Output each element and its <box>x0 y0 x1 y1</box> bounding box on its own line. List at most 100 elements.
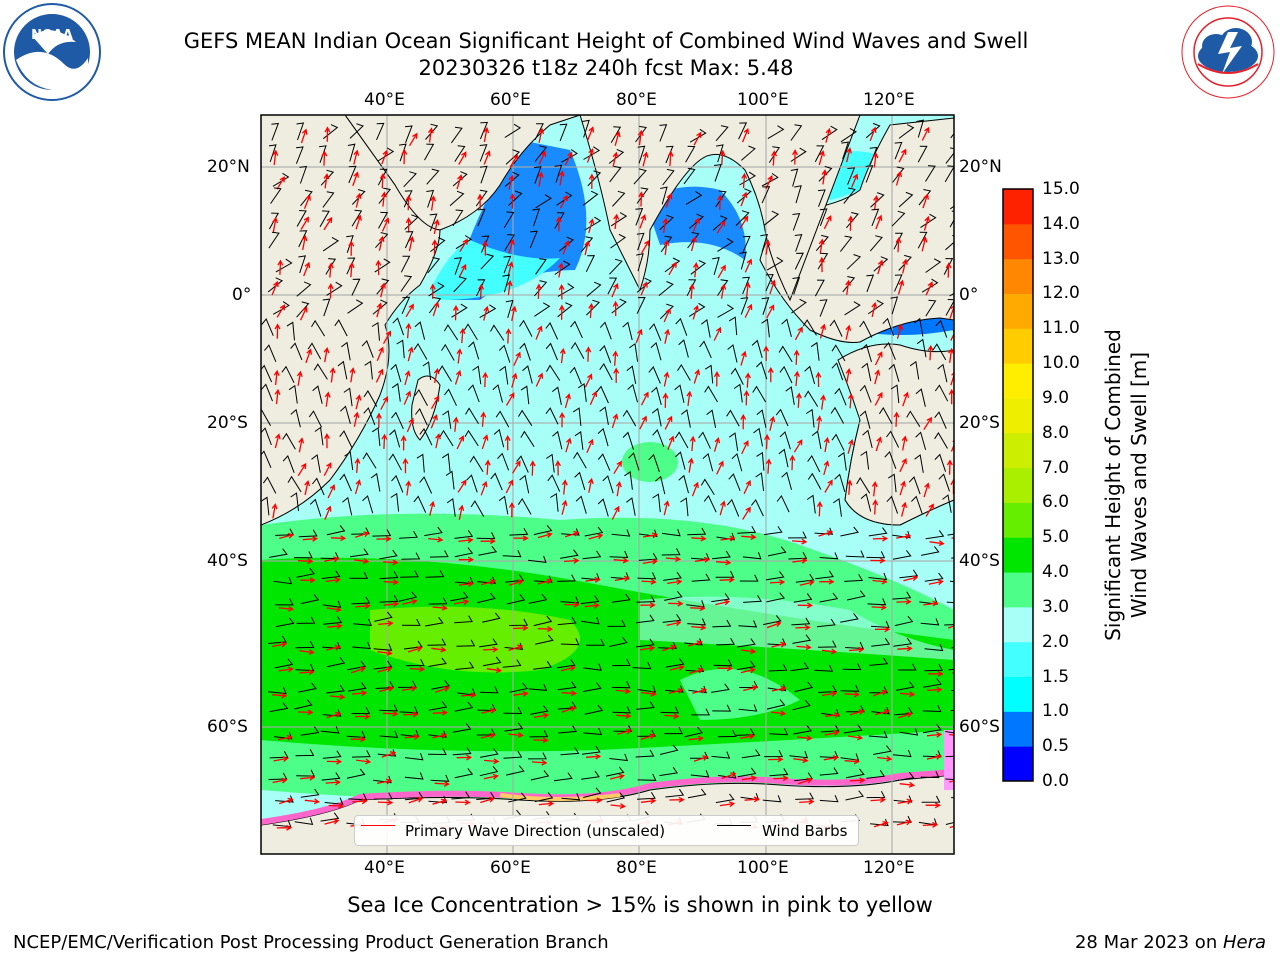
colorbar-tick-label: 15.0 <box>1042 179 1080 199</box>
wind-barb <box>609 753 629 762</box>
wave-direction-arrow <box>430 195 437 211</box>
wave-direction-arrow <box>407 646 423 653</box>
wave-direction-arrow <box>715 599 731 606</box>
wave-direction-arrow <box>640 602 656 609</box>
wind-barb <box>662 168 675 186</box>
wave-direction-arrow <box>324 556 340 563</box>
wind-barb <box>311 454 321 473</box>
wind-barb <box>274 658 294 669</box>
wind-barb <box>762 615 782 626</box>
wind-barb <box>505 149 521 165</box>
wind-barb <box>326 525 346 536</box>
wind-barb <box>560 747 580 756</box>
wave-direction-arrow <box>428 536 444 543</box>
wind-barb <box>635 125 647 143</box>
wind-barb <box>869 657 889 666</box>
wind-barb <box>819 767 839 776</box>
wind-barb <box>795 792 815 800</box>
wind-barb <box>819 208 828 226</box>
wave-direction-arrow <box>686 390 693 406</box>
colorbar-swatch <box>1003 711 1033 747</box>
wind-barb <box>403 171 417 188</box>
wind-barb <box>739 171 756 186</box>
colorbar-swatch <box>1003 467 1033 503</box>
wind-barb <box>678 474 689 494</box>
wind-barb <box>831 433 845 451</box>
wind-barb <box>804 390 819 407</box>
wind-barb <box>502 274 511 293</box>
wave-direction-arrow <box>584 602 600 609</box>
wave-direction-arrow <box>873 195 879 211</box>
wind-barb <box>391 474 404 493</box>
colorbar <box>1002 188 1034 782</box>
wind-barb <box>637 729 656 737</box>
wind-barb <box>741 749 761 759</box>
wind-barb <box>915 431 927 450</box>
wave-direction-arrow <box>741 534 757 540</box>
wind-barb <box>804 365 816 385</box>
wave-direction-arrow <box>431 239 438 255</box>
wave-direction-arrow <box>458 263 467 278</box>
wind-barb <box>273 732 293 740</box>
wind-barb <box>597 427 609 447</box>
wind-barb <box>711 683 730 693</box>
wind-barb <box>767 683 787 692</box>
wind-barb <box>945 731 954 734</box>
wind-barb <box>556 191 573 206</box>
wind-barb <box>469 455 484 473</box>
wind-barb <box>846 768 865 779</box>
wave-direction-arrow <box>825 127 832 143</box>
wave-direction-arrow <box>641 578 657 585</box>
wave-direction-arrow <box>327 283 334 299</box>
wind-barb <box>715 125 729 142</box>
wind-barb <box>945 234 954 251</box>
wind-barb <box>311 319 326 337</box>
wind-barb <box>294 699 313 710</box>
wave-direction-arrow <box>873 820 889 828</box>
wind-barb <box>638 552 658 561</box>
wave-direction-arrow <box>740 667 756 674</box>
wave-direction-arrow <box>432 798 448 805</box>
wind-barb <box>865 165 874 183</box>
wind-barb <box>944 165 954 183</box>
wave-direction-arrow <box>692 262 699 278</box>
wind-barb <box>428 730 447 738</box>
wave-direction-arrow <box>381 433 388 449</box>
wave-direction-arrow <box>404 370 411 386</box>
wave-direction-arrow <box>875 626 891 633</box>
wave-direction-arrow <box>640 391 649 406</box>
wave-direction-arrow <box>382 330 392 345</box>
wind-barb <box>660 235 673 253</box>
wind-barb <box>353 618 372 626</box>
wind-barb <box>472 365 482 385</box>
wave-direction-arrow <box>927 686 943 693</box>
wave-direction-arrow <box>401 148 408 165</box>
wave-direction-arrow <box>819 323 827 339</box>
wind-barb <box>325 258 337 275</box>
wave-direction-arrow <box>587 797 603 804</box>
wave-direction-arrow <box>274 323 281 339</box>
wind-barb <box>610 233 627 249</box>
wave-direction-arrow <box>481 579 497 586</box>
wind-barb <box>837 451 847 471</box>
wind-barb <box>788 551 808 560</box>
wind-barb <box>607 277 618 295</box>
wind-barb <box>352 641 371 650</box>
wave-direction-arrow <box>693 755 709 762</box>
wind-barb <box>287 475 302 493</box>
wind-barb <box>830 406 845 424</box>
wind-barb <box>792 699 811 711</box>
wave-direction-arrow <box>872 499 879 515</box>
wave-direction-arrow <box>896 533 912 540</box>
wind-barb <box>378 187 391 204</box>
wind-barb <box>261 496 270 516</box>
wind-barb <box>860 493 872 512</box>
wind-barb <box>726 498 740 517</box>
wave-direction-arrow <box>845 368 852 384</box>
wind-barb <box>760 233 769 252</box>
wind-barb <box>873 745 892 755</box>
wind-barb <box>866 551 886 559</box>
wave-direction-arrow <box>355 214 362 230</box>
wind-barb <box>334 319 348 337</box>
lat-label-left: 20°S <box>207 413 248 433</box>
